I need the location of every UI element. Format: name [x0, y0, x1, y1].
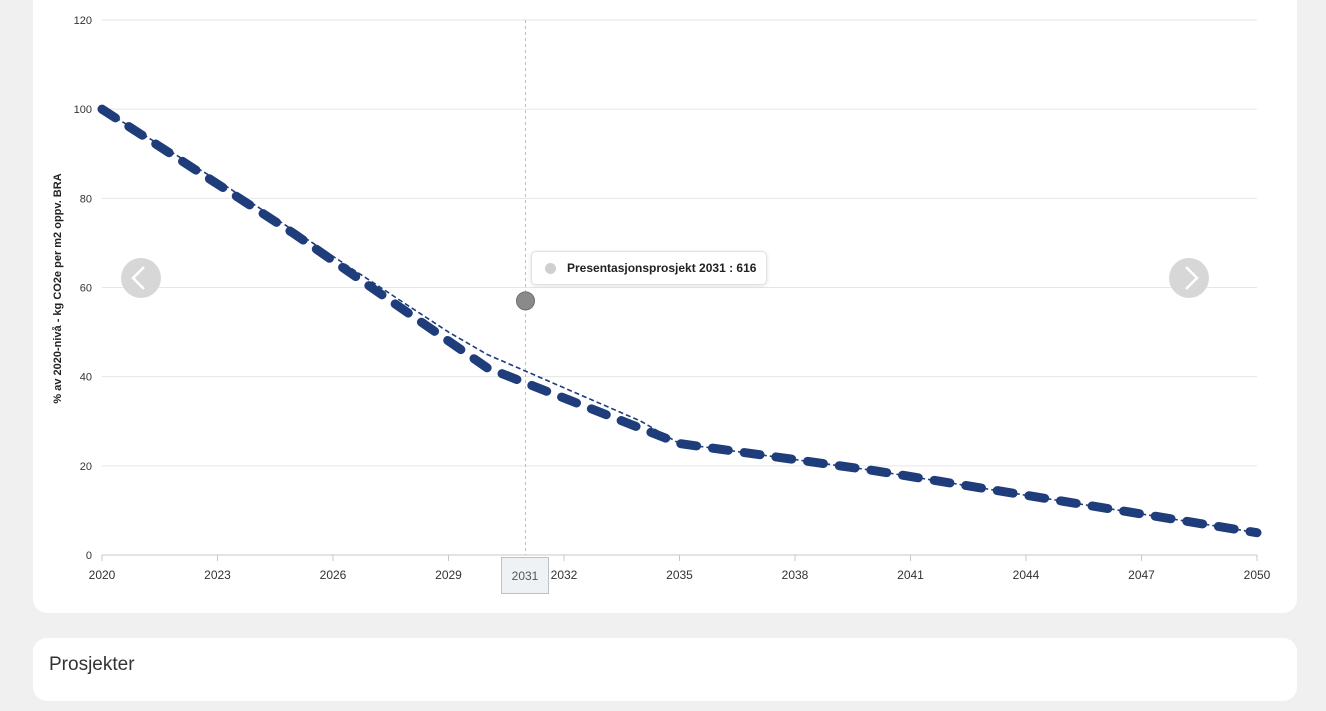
y-tick-label: 20	[80, 461, 92, 473]
y-tick-label: 100	[74, 104, 92, 116]
chevron-left-icon	[131, 266, 145, 290]
x-tick-label: 2041	[897, 568, 924, 582]
tooltip-marker	[545, 263, 556, 274]
crosshair-x-label: 2031	[501, 557, 549, 594]
y-tick-label: 60	[80, 283, 92, 295]
y-tick-label: 0	[86, 550, 92, 562]
next-chart-button[interactable]	[1169, 258, 1209, 298]
x-tick-label: 2026	[320, 568, 347, 582]
line-chart: 0 20 40 60 80 100 120 2020 2023 2026 2029 2032 2035 2…	[52, 15, 1271, 582]
prev-chart-button[interactable]	[121, 258, 161, 298]
x-tick-label: 2044	[1013, 568, 1040, 582]
projects-panel: Prosjekter	[33, 638, 1297, 701]
x-tick-label: 2023	[204, 568, 231, 582]
series-line-thick	[97, 104, 1262, 538]
x-tick-label: 2032	[551, 568, 578, 582]
y-tick-label: 40	[80, 372, 92, 384]
x-tick-label: 2047	[1128, 568, 1155, 582]
chart-card: 0 20 40 60 80 100 120 2020 2023 2026 2029 2032 2035 2…	[33, 0, 1297, 613]
x-tick-label: 2038	[782, 568, 809, 582]
y-axis-label: % av 2020-nivå - kg CO2e per m2 oppv. BR…	[52, 173, 64, 403]
x-tick-label: 2035	[666, 568, 693, 582]
y-tick-label: 80	[80, 193, 92, 205]
chart-tooltip: Presentasjonsprosjekt 2031 : 616	[531, 251, 767, 285]
y-tick-label: 120	[74, 15, 92, 27]
x-tick-label: 2050	[1244, 568, 1271, 582]
x-tick-label: 2029	[435, 568, 462, 582]
tooltip-text: Presentasjonsprosjekt 2031 : 616	[567, 261, 757, 275]
x-tick-label: 2020	[89, 568, 116, 582]
series-line-thin	[101, 108, 1258, 534]
chevron-right-icon	[1185, 266, 1199, 290]
projects-title: Prosjekter	[49, 654, 135, 675]
highlight-point	[516, 291, 535, 311]
